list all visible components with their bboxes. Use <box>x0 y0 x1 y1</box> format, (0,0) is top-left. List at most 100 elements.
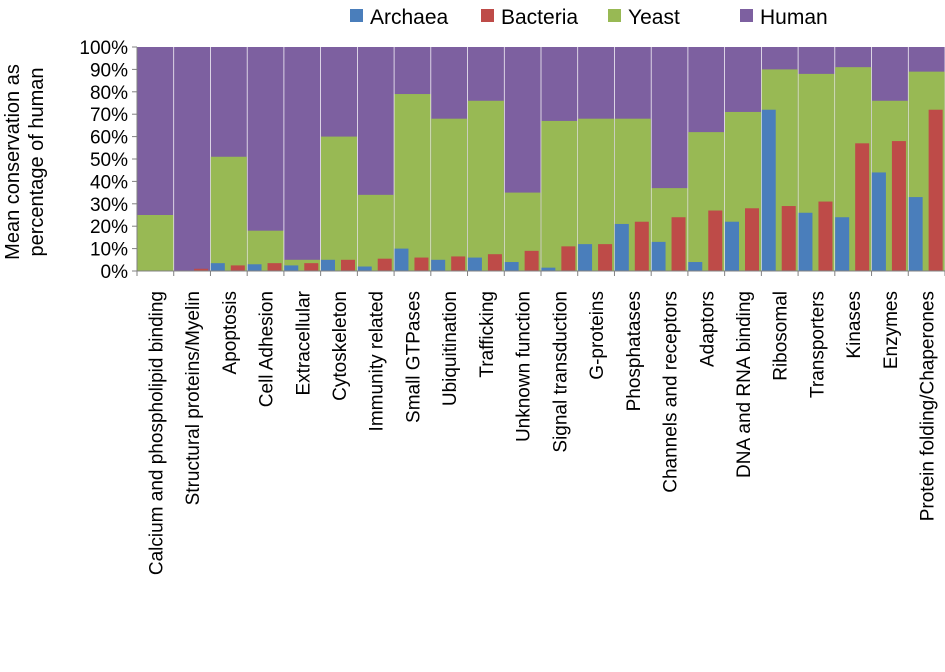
x-tick-label-small-gtpases: Small GTPases <box>403 291 424 423</box>
bar-yeast-apoptosis <box>210 156 247 271</box>
x-tick-label-dna-and-rna-binding: DNA and RNA binding <box>734 291 755 478</box>
legend-swatch-archaea <box>350 9 363 22</box>
y-tick-label: 0% <box>101 262 129 283</box>
bar-bacteria-dna-and-rna-binding <box>745 208 759 271</box>
x-tick-label-structural-proteins-myelin: Structural proteins/Myelin <box>183 291 204 505</box>
archaea-bacteria-bars <box>194 109 943 271</box>
bar-archaea-cytoskeleton <box>321 259 335 271</box>
bar-bacteria-channels-and-receptors <box>671 217 686 271</box>
bar-bacteria-kinases <box>855 143 870 271</box>
y-tick-label: 30% <box>90 195 128 216</box>
y-tick-label: 40% <box>90 172 128 193</box>
bar-yeast-immunity-related <box>357 194 394 271</box>
x-tick-label-protein-folding-chaperones: Protein folding/Chaperones <box>918 291 939 521</box>
bar-archaea-immunity-related <box>357 266 372 271</box>
bar-archaea-cell-adhesion <box>247 264 262 271</box>
bar-archaea-signal-transduction <box>541 267 556 271</box>
bar-bacteria-ubiquitination <box>451 256 466 271</box>
bar-yeast-ubiquitination <box>431 118 468 272</box>
y-tick-label: 100% <box>79 38 128 59</box>
y-tick-label: 50% <box>90 150 128 171</box>
x-tick-label-ubiquitination: Ubiquitination <box>440 291 461 406</box>
x-tick-label-cell-adhesion: Cell Adhesion <box>257 291 278 407</box>
x-tick-label-transporters: Transporters <box>807 291 828 398</box>
bar-human-structural-proteins-myelin <box>174 47 211 271</box>
bar-bacteria-ribosomal <box>781 206 796 271</box>
x-tick-label-calcium-and-phospholipid-binding: Calcium and phospholipid binding <box>146 291 167 575</box>
x-tick-label-immunity-related: Immunity related <box>367 291 388 431</box>
legend-swatch-yeast <box>608 9 621 22</box>
axes <box>136 47 945 276</box>
bar-archaea-ubiquitination <box>431 259 446 271</box>
legend: Archaea Bacteria Yeast Human <box>350 6 828 29</box>
x-tick-label-ribosomal: Ribosomal <box>771 291 792 381</box>
bar-yeast-calcium-and-phospholipid-binding <box>137 215 174 271</box>
bar-yeast-small-gtpases <box>394 94 431 271</box>
bar-archaea-ribosomal <box>761 109 776 271</box>
bar-bacteria-signal-transduction <box>561 246 576 271</box>
bar-bacteria-enzymes <box>891 141 906 271</box>
x-tick-label-enzymes: Enzymes <box>881 291 902 369</box>
y-axis-label: Mean conservation as percentage of human <box>2 64 48 260</box>
bar-archaea-small-gtpases <box>394 248 409 271</box>
x-tick-label-cytoskeleton: Cytoskeleton <box>330 291 351 401</box>
legend-label-archaea: Archaea <box>370 6 449 29</box>
x-tick-label-phosphatases: Phosphatases <box>624 291 645 411</box>
bar-bacteria-g-proteins <box>598 244 613 271</box>
x-tick-label-trafficking: Trafficking <box>477 291 498 378</box>
bar-archaea-transporters <box>798 212 813 271</box>
bar-archaea-channels-and-receptors <box>651 241 666 271</box>
bar-archaea-dna-and-rna-binding <box>725 221 739 271</box>
bar-bacteria-cytoskeleton <box>341 259 355 271</box>
bar-bacteria-immunity-related <box>377 258 392 271</box>
bar-archaea-adaptors <box>688 262 703 271</box>
x-tick-label-apoptosis: Apoptosis <box>220 291 241 374</box>
y-axis-title: Mean conservation as percentage of human <box>2 64 48 260</box>
bar-archaea-enzymes <box>871 172 886 271</box>
y-axis: 0%10%20%30%40%50%60%70%80%90%100% <box>79 38 137 283</box>
x-tick-label-g-proteins: G-proteins <box>587 291 608 380</box>
x-tick-label-signal-transduction: Signal transduction <box>550 291 571 453</box>
bar-archaea-g-proteins <box>578 244 593 271</box>
x-tick-label-adaptors: Adaptors <box>697 291 718 367</box>
bar-archaea-kinases <box>835 217 850 271</box>
legend-label-yeast: Yeast <box>628 6 680 29</box>
y-tick-label: 90% <box>90 60 128 81</box>
y-tick-label: 80% <box>90 83 128 104</box>
legend-swatch-bacteria <box>481 9 494 22</box>
bar-bacteria-phosphatases <box>634 221 649 271</box>
bar-bacteria-unknown-function <box>524 250 539 271</box>
bar-archaea-apoptosis <box>210 263 225 271</box>
bar-archaea-phosphatases <box>614 223 629 271</box>
x-tick-label-extracellular: Extracellular <box>293 290 314 395</box>
bar-yeast-trafficking <box>467 100 504 271</box>
bar-bacteria-extracellular <box>304 263 319 271</box>
x-tick-label-channels-and-receptors: Channels and receptors <box>661 291 682 493</box>
bar-human-extracellular <box>284 47 321 271</box>
bar-yeast-cytoskeleton <box>321 136 357 271</box>
bar-bacteria-apoptosis <box>230 265 245 271</box>
bar-bacteria-trafficking <box>487 254 502 271</box>
bar-archaea-extracellular <box>284 265 299 271</box>
y-tick-label: 20% <box>90 217 128 238</box>
x-tick-label-kinases: Kinases <box>844 291 865 359</box>
x-axis-labels: Calcium and phospholipid binding Structur… <box>146 290 938 575</box>
bar-archaea-trafficking <box>467 257 482 271</box>
legend-label-human: Human <box>760 6 828 29</box>
y-tick-label: 70% <box>90 105 128 126</box>
bar-bacteria-cell-adhesion <box>267 263 282 271</box>
bar-bacteria-small-gtpases <box>414 257 429 271</box>
bar-bacteria-adaptors <box>708 210 723 271</box>
bar-bacteria-structural-proteins-myelin <box>194 268 209 271</box>
x-tick-label-unknown-function: Unknown function <box>514 291 535 442</box>
y-tick-label: 10% <box>90 240 128 261</box>
bar-bacteria-protein-folding-chaperones <box>928 109 943 271</box>
legend-label-bacteria: Bacteria <box>501 6 578 29</box>
bar-archaea-unknown-function <box>504 262 519 271</box>
bar-archaea-protein-folding-chaperones <box>908 197 923 271</box>
bar-yeast-signal-transduction <box>541 120 578 271</box>
bar-yeast-extracellular <box>284 259 321 271</box>
y-tick-label: 60% <box>90 128 128 149</box>
